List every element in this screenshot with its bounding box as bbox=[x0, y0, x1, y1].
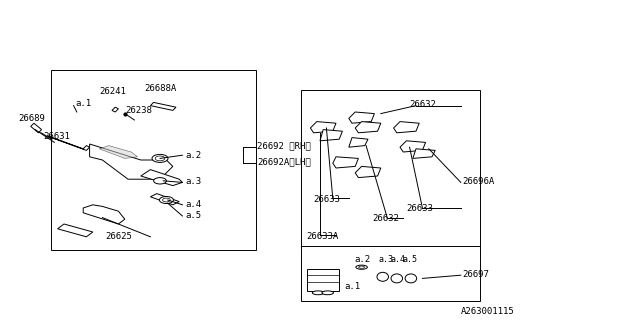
Text: a.2: a.2 bbox=[186, 151, 202, 160]
Text: 26631: 26631 bbox=[44, 132, 70, 140]
Text: 26689: 26689 bbox=[18, 114, 45, 123]
Ellipse shape bbox=[391, 274, 403, 283]
Ellipse shape bbox=[405, 274, 417, 283]
Text: 26625: 26625 bbox=[106, 232, 132, 241]
Text: 26696A: 26696A bbox=[462, 177, 494, 186]
Polygon shape bbox=[394, 122, 419, 133]
Text: 26697: 26697 bbox=[462, 270, 489, 279]
Ellipse shape bbox=[322, 291, 333, 295]
Text: a.1: a.1 bbox=[76, 99, 92, 108]
Text: 26633: 26633 bbox=[406, 204, 433, 213]
Bar bbox=[301, 90, 480, 250]
Polygon shape bbox=[400, 141, 426, 152]
Text: a.2: a.2 bbox=[354, 255, 370, 264]
Polygon shape bbox=[31, 123, 42, 133]
Text: 26238: 26238 bbox=[125, 106, 152, 115]
Text: 26692A〈LH〉: 26692A〈LH〉 bbox=[257, 157, 311, 166]
Polygon shape bbox=[349, 112, 374, 123]
Polygon shape bbox=[413, 149, 435, 158]
Ellipse shape bbox=[155, 156, 165, 161]
Polygon shape bbox=[333, 157, 358, 168]
Polygon shape bbox=[141, 170, 182, 186]
Text: 26632: 26632 bbox=[372, 214, 399, 223]
Polygon shape bbox=[355, 122, 381, 133]
Text: a.1: a.1 bbox=[344, 282, 360, 291]
Text: a.3: a.3 bbox=[378, 255, 393, 264]
Polygon shape bbox=[355, 166, 381, 178]
Text: a.3: a.3 bbox=[186, 177, 202, 186]
Polygon shape bbox=[349, 138, 368, 147]
Ellipse shape bbox=[377, 272, 388, 281]
Ellipse shape bbox=[159, 196, 173, 204]
Polygon shape bbox=[150, 102, 176, 110]
Ellipse shape bbox=[152, 155, 168, 163]
Bar bbox=[51, 70, 256, 250]
Polygon shape bbox=[58, 224, 93, 237]
Text: 26632: 26632 bbox=[410, 100, 436, 109]
Text: a.4: a.4 bbox=[390, 255, 405, 264]
Text: a.4: a.4 bbox=[186, 200, 202, 209]
Ellipse shape bbox=[154, 178, 166, 184]
Ellipse shape bbox=[163, 198, 170, 202]
Ellipse shape bbox=[312, 291, 324, 295]
Bar bbox=[301, 246, 480, 301]
Polygon shape bbox=[112, 107, 118, 112]
Ellipse shape bbox=[358, 266, 365, 268]
Text: 26633: 26633 bbox=[314, 195, 340, 204]
Polygon shape bbox=[90, 144, 173, 179]
Polygon shape bbox=[320, 130, 342, 141]
Polygon shape bbox=[83, 205, 125, 224]
Polygon shape bbox=[48, 136, 90, 150]
Text: 26688A: 26688A bbox=[144, 84, 176, 92]
Polygon shape bbox=[99, 146, 138, 158]
Text: A263001115: A263001115 bbox=[461, 307, 515, 316]
Text: 26241: 26241 bbox=[99, 87, 126, 96]
Text: 26692 〈RH〉: 26692 〈RH〉 bbox=[257, 141, 311, 150]
Bar bbox=[307, 269, 339, 291]
Polygon shape bbox=[310, 122, 336, 133]
Ellipse shape bbox=[356, 265, 367, 269]
Text: 26633A: 26633A bbox=[307, 232, 339, 241]
Text: a.5: a.5 bbox=[186, 211, 202, 220]
Polygon shape bbox=[150, 194, 179, 205]
Text: a.5: a.5 bbox=[403, 255, 417, 264]
